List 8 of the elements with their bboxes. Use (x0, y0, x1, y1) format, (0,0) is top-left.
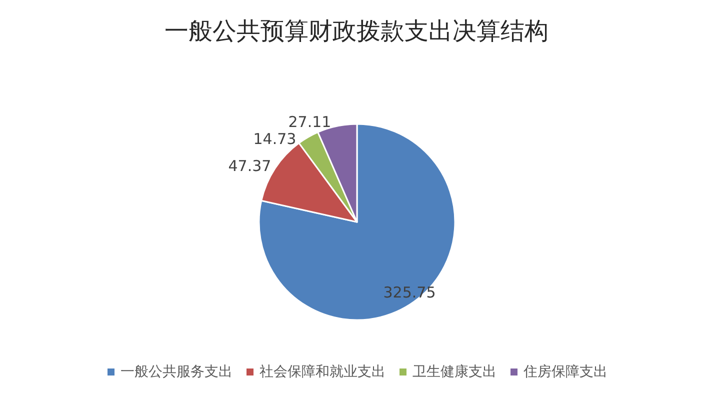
legend-label: 卫生健康支出 (412, 364, 496, 380)
legend-label: 社会保障和就业支出 (260, 364, 386, 380)
data-label: 27.11 (288, 113, 332, 132)
data-label: 47.37 (228, 157, 272, 176)
chart-title: 一般公共预算财政拨款支出决算结构 (164, 17, 548, 45)
legend-label: 一般公共服务支出 (120, 364, 232, 380)
legend-label: 住房保障支出 (522, 364, 608, 380)
data-label: 14.73 (253, 130, 296, 148)
